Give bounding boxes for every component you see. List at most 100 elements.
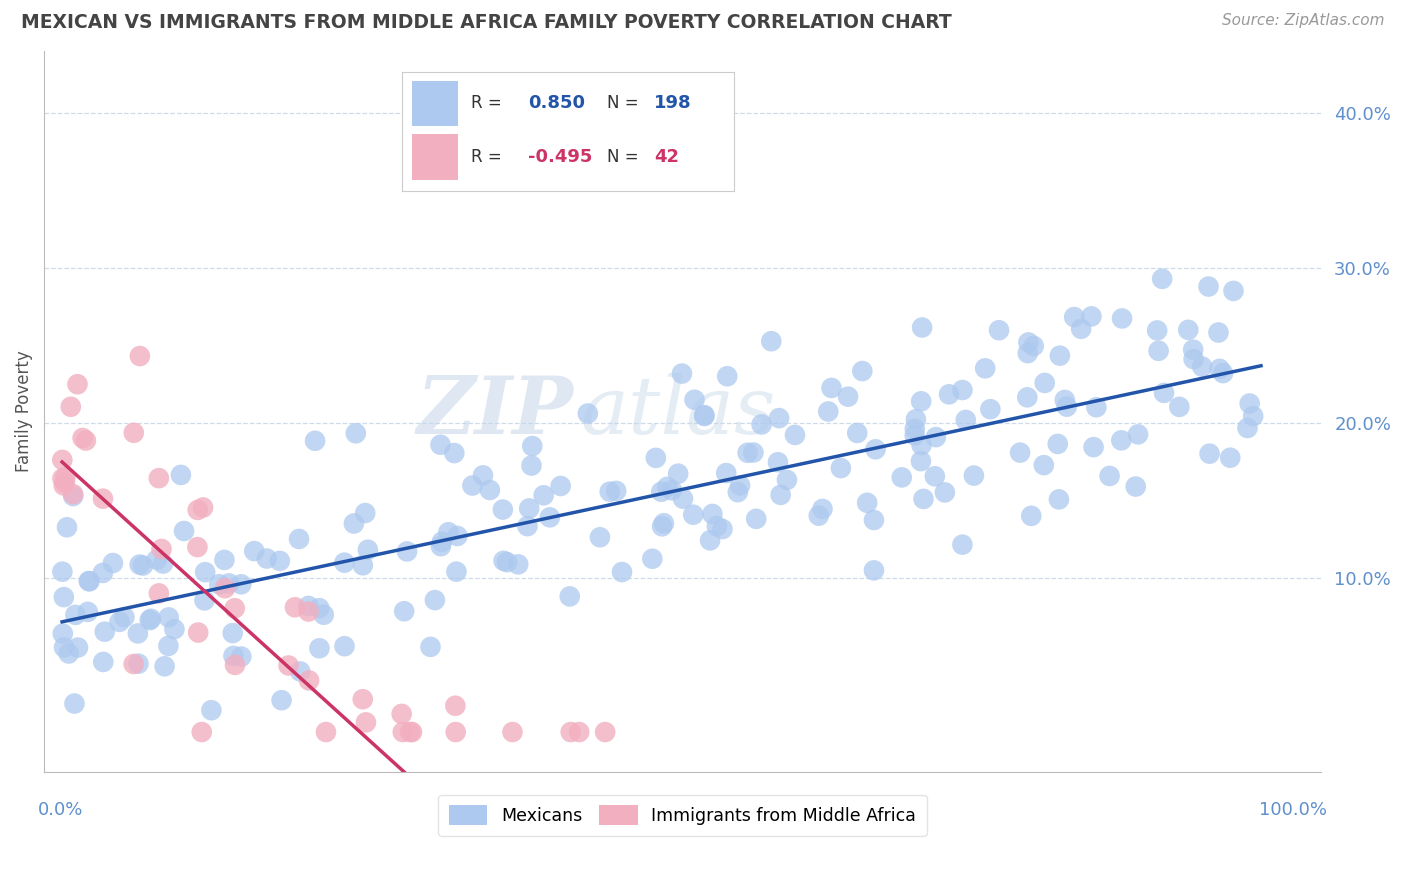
Point — [224, 601, 246, 615]
Text: ZIP: ZIP — [418, 373, 574, 450]
Point — [1147, 343, 1170, 358]
Point — [912, 491, 935, 506]
Point — [157, 639, 180, 653]
Point — [522, 439, 544, 453]
Point — [666, 467, 689, 481]
Point — [988, 323, 1011, 337]
Point — [222, 648, 245, 663]
Point — [856, 496, 879, 510]
Point — [1017, 346, 1039, 360]
Point — [683, 392, 706, 407]
Point — [128, 558, 150, 572]
Point — [693, 409, 716, 423]
Point — [693, 408, 716, 422]
Point — [91, 655, 114, 669]
Point — [1019, 508, 1042, 523]
Point — [1219, 450, 1241, 465]
Point — [298, 673, 321, 688]
Point — [820, 381, 842, 395]
Point — [1063, 310, 1085, 324]
Point — [52, 590, 75, 604]
Point — [91, 491, 114, 506]
Point — [830, 461, 852, 475]
Point — [955, 413, 977, 427]
Point — [312, 607, 335, 622]
Point — [1098, 469, 1121, 483]
Point — [706, 519, 728, 533]
Point — [1111, 434, 1133, 448]
Point — [1032, 458, 1054, 472]
Point — [79, 574, 101, 589]
Point — [934, 485, 956, 500]
Point — [443, 446, 465, 460]
Point — [1182, 343, 1205, 357]
Point — [419, 640, 441, 654]
Point — [194, 565, 217, 579]
Point — [890, 470, 912, 484]
Point — [446, 565, 468, 579]
Point — [150, 541, 173, 556]
Point — [1182, 352, 1205, 367]
Point — [297, 605, 319, 619]
Point — [768, 411, 790, 425]
Point — [610, 565, 633, 579]
Point — [472, 468, 495, 483]
Point — [170, 467, 193, 482]
Point — [508, 558, 530, 572]
Point — [315, 725, 337, 739]
Point — [1236, 421, 1258, 435]
Point — [333, 556, 356, 570]
Point — [214, 581, 236, 595]
Point — [277, 658, 299, 673]
Point — [63, 697, 86, 711]
Y-axis label: Family Poverty: Family Poverty — [15, 351, 32, 473]
Point — [122, 425, 145, 440]
Point — [558, 590, 581, 604]
Point — [297, 599, 319, 613]
Point — [911, 320, 934, 334]
Point — [727, 485, 749, 500]
Point — [742, 445, 765, 459]
Point — [904, 428, 927, 442]
Point — [51, 471, 73, 485]
Point — [308, 641, 330, 656]
Point — [711, 522, 734, 536]
Point — [401, 725, 423, 739]
Point — [560, 725, 582, 739]
Point — [641, 551, 664, 566]
Point — [214, 553, 236, 567]
Point — [53, 640, 76, 655]
Point — [122, 657, 145, 671]
Point — [148, 471, 170, 485]
Point — [191, 500, 214, 515]
Point — [952, 538, 974, 552]
Point — [218, 576, 240, 591]
Point — [1239, 396, 1261, 410]
Point — [391, 725, 413, 739]
Point — [599, 484, 621, 499]
Point — [62, 487, 84, 501]
Point — [576, 407, 599, 421]
Point — [1198, 279, 1220, 293]
Point — [399, 725, 422, 739]
Point — [550, 479, 572, 493]
Point — [76, 605, 98, 619]
Point — [682, 508, 704, 522]
Point — [75, 434, 97, 448]
Point — [333, 639, 356, 653]
Point — [352, 558, 374, 573]
Point — [1208, 361, 1230, 376]
Legend: Mexicans, Immigrants from Middle Africa: Mexicans, Immigrants from Middle Africa — [439, 795, 927, 836]
Point — [851, 364, 873, 378]
Point — [354, 506, 377, 520]
Point — [863, 563, 886, 577]
Point — [243, 544, 266, 558]
Point — [1222, 284, 1244, 298]
Point — [461, 478, 484, 492]
Point — [128, 349, 150, 363]
Point — [651, 519, 673, 533]
Point — [661, 483, 683, 498]
Point — [112, 610, 135, 624]
Point — [963, 468, 986, 483]
Point — [187, 625, 209, 640]
